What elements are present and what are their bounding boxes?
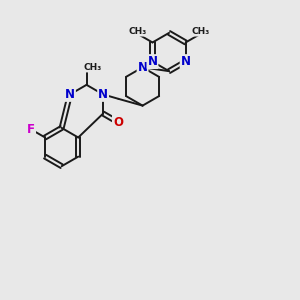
Text: N: N (98, 88, 108, 101)
Text: N: N (181, 55, 190, 68)
Text: N: N (148, 55, 158, 68)
Text: N: N (65, 88, 75, 101)
Text: CH₃: CH₃ (129, 27, 147, 36)
Text: CH₃: CH₃ (191, 27, 209, 36)
Text: O: O (113, 116, 123, 129)
Text: CH₃: CH₃ (84, 63, 102, 72)
Text: N: N (138, 61, 148, 74)
Text: F: F (27, 123, 35, 136)
